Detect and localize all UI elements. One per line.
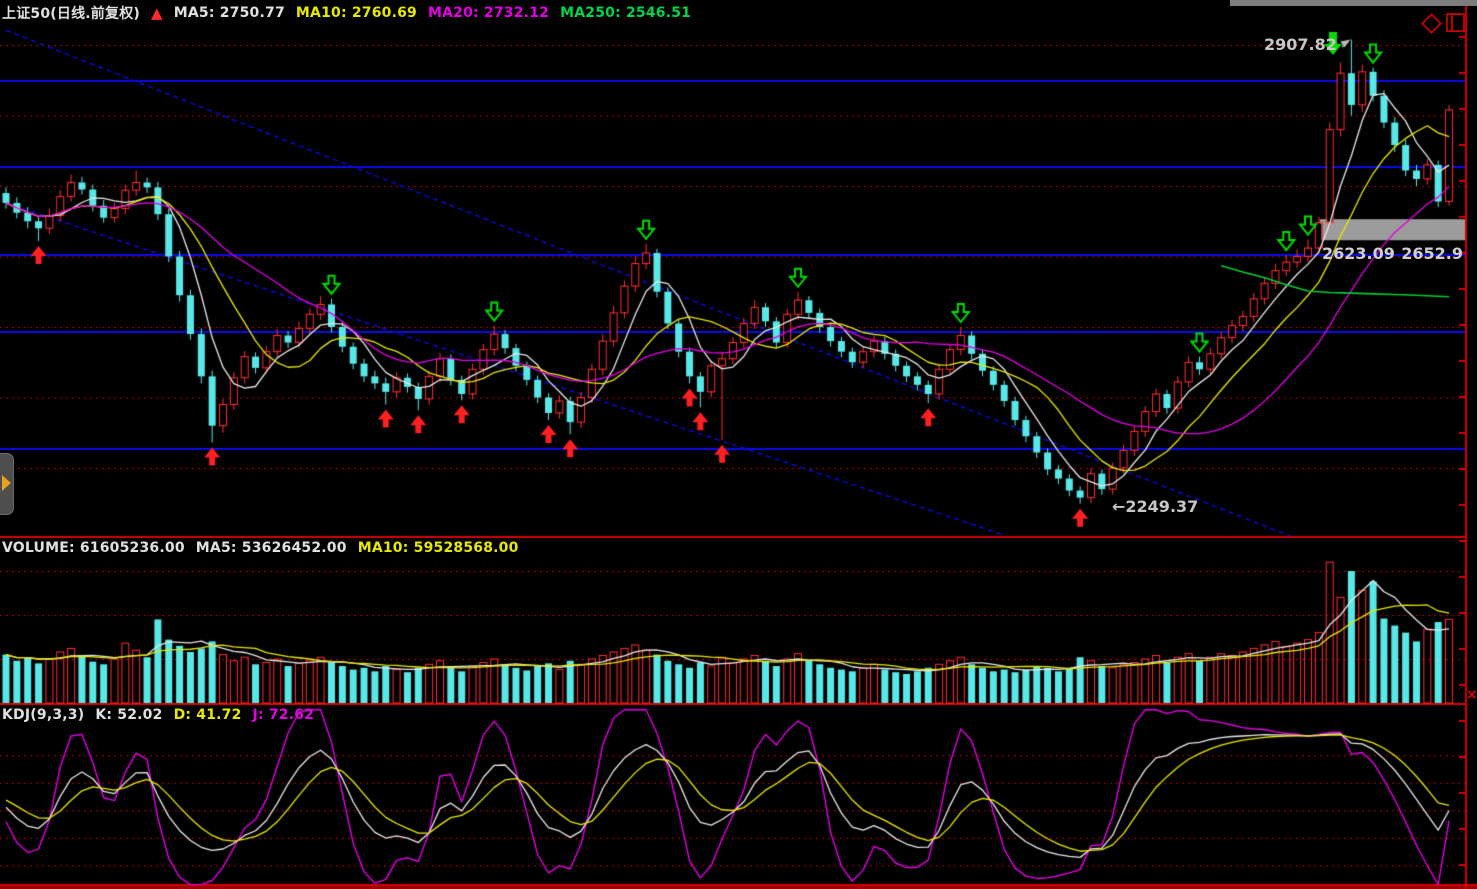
symbol-title: 上证50(日线.前复权) xyxy=(2,6,140,22)
range-box-labels: 2623.09 2652.9 xyxy=(1322,244,1463,263)
ma5-value: MA5: 2750.77 xyxy=(173,5,285,21)
up-arrow-icon: ▲ xyxy=(151,4,163,22)
ma250-value: MA250: 2546.51 xyxy=(560,5,692,21)
volume-ma10-value: MA10: 59528568.00 xyxy=(357,540,519,556)
kdj-panel-header: KDJ(9,3,3) K: 52.02 D: 41.72 J: 72.62 xyxy=(2,707,314,723)
kdj-k-value: K: 52.02 xyxy=(95,707,163,723)
expand-arrow-icon xyxy=(2,475,11,491)
kdj-d-value: D: 41.72 xyxy=(173,707,242,723)
split-window-icon[interactable] xyxy=(1446,13,1465,32)
range-box-low-label: 2623.09 xyxy=(1322,244,1395,263)
ma10-value: MA10: 2760.69 xyxy=(295,5,417,21)
price-panel-header: 上证50(日线.前复权) ▲ MA5: 2750.77 MA10: 2760.6… xyxy=(2,3,691,23)
low-price-label: ←2249.37 xyxy=(1112,497,1199,516)
range-box-high-label: 2652.9 xyxy=(1401,244,1463,263)
ma20-value: MA20: 2732.12 xyxy=(428,5,550,21)
left-panel-expander[interactable] xyxy=(0,453,14,515)
volume-ma5-value: MA5: 53626452.00 xyxy=(195,540,347,556)
peak-price-label: 2907.82 xyxy=(1264,35,1337,54)
kdj-title: KDJ(9,3,3) xyxy=(2,707,85,723)
indicator-close-icon[interactable]: × xyxy=(1466,687,1477,703)
kdj-j-value: J: 72.62 xyxy=(252,707,315,723)
volume-value: VOLUME: 61605236.00 xyxy=(2,540,185,556)
top-scrollbar-strip[interactable] xyxy=(1230,0,1477,6)
volume-panel-header: VOLUME: 61605236.00 MA5: 53626452.00 MA1… xyxy=(2,540,519,556)
